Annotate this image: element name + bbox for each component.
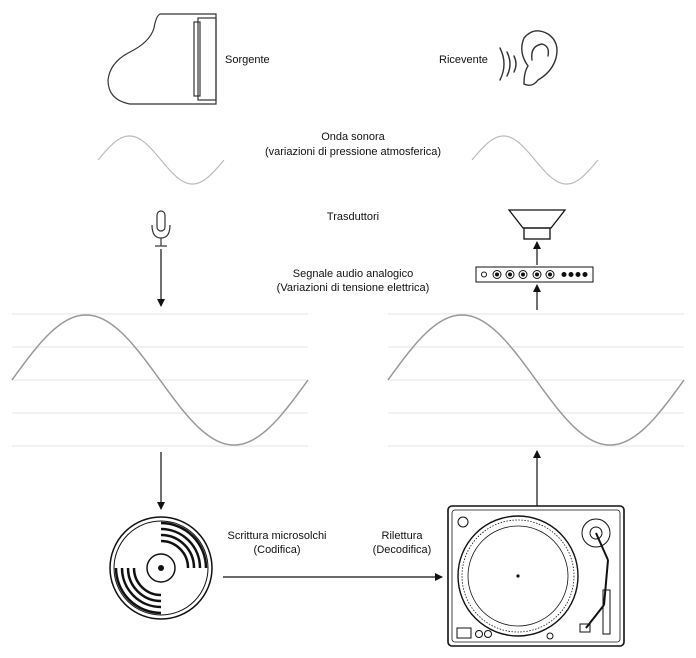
sound-wave-left — [97, 135, 225, 185]
analog-signal-right — [387, 314, 685, 446]
sound-wave-label: Onda sonora — [321, 131, 385, 143]
microphone-icon — [151, 210, 171, 247]
analog-signal-sublabel: (Variazioni di tensione elettrica) — [276, 282, 430, 294]
grand-piano-icon — [107, 13, 217, 105]
amplifier-icon — [475, 266, 594, 283]
transducers-label: Trasduttori — [326, 211, 380, 223]
receiver-label: Ricevente — [439, 54, 488, 66]
writing-label: Scrittura microsolchi — [227, 530, 327, 542]
vinyl-record-icon — [109, 516, 213, 620]
reading-label: Rilettura — [381, 530, 423, 542]
turntable-icon — [447, 505, 625, 647]
writing-sublabel: (Codifica) — [253, 544, 301, 556]
sound-wave-sublabel: (variazioni di pressione atmosferica) — [264, 146, 442, 158]
loudspeaker-icon — [507, 209, 567, 240]
flow-arrows — [157, 241, 541, 581]
analog-signal-left — [11, 314, 309, 446]
sound-wave-right — [471, 135, 599, 185]
reading-sublabel: (Decodifica) — [372, 544, 432, 556]
source-label: Sorgente — [225, 54, 270, 66]
analog-signal-label: Segnale audio analogico — [292, 268, 414, 280]
ear-icon — [499, 30, 558, 87]
